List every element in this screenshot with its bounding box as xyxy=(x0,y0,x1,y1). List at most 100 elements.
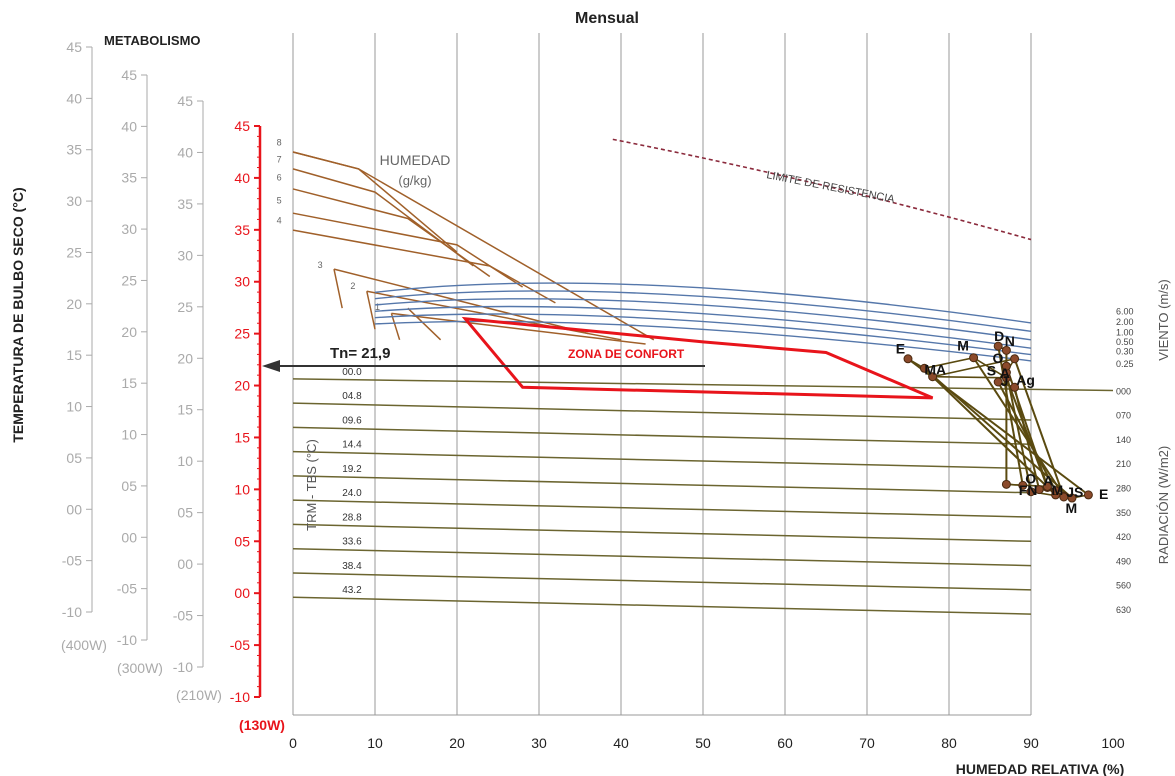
metabolism-tick-label: 10 xyxy=(234,481,250,497)
metabolism-tick-label: 35 xyxy=(177,196,193,212)
humidity-hook xyxy=(407,307,442,341)
month-label: D xyxy=(994,328,1004,344)
metabolism-tick-label: -10 xyxy=(230,689,250,705)
month-point-min xyxy=(1083,490,1093,500)
metabolism-tick-label: -10 xyxy=(117,632,137,648)
x-tick-label: 90 xyxy=(1023,735,1039,751)
metabolism-tick-label: 40 xyxy=(121,118,137,134)
x-tick-label: 50 xyxy=(695,735,711,751)
metabolism-scale-label: (300W) xyxy=(117,660,163,676)
trm-line xyxy=(292,596,1032,615)
radiation-value-label: 490 xyxy=(1116,556,1131,566)
radiacion-label: RADIACIÓN (W/m2) xyxy=(1156,446,1171,564)
metabolism-tick-label: 05 xyxy=(177,505,193,521)
month-label: M xyxy=(957,337,969,353)
wind-curve xyxy=(374,282,1032,324)
metabolism-tick-label: -10 xyxy=(173,659,193,675)
grid xyxy=(292,33,1032,716)
month-label: O xyxy=(992,350,1003,366)
x-tick-label: 70 xyxy=(859,735,875,751)
metabolism-tick-label: 40 xyxy=(66,90,82,106)
humidity-hook xyxy=(390,313,401,341)
humidity-unit: (g/kg) xyxy=(398,173,431,188)
metabolism-tick-label: 30 xyxy=(121,221,137,237)
radiation-value-label: 420 xyxy=(1116,532,1131,542)
radiation-value-label: 140 xyxy=(1116,435,1131,445)
trm-value-label: 24.0 xyxy=(342,488,362,499)
metabolism-tick-label: 15 xyxy=(234,429,250,445)
metabolism-tick-label: 15 xyxy=(66,347,82,363)
metabolism-tick-label: 45 xyxy=(234,118,250,134)
wind-value-label: 6.00 xyxy=(1116,306,1134,316)
metabolism-tick-label: 20 xyxy=(121,324,137,340)
radiation-value-label: 560 xyxy=(1116,581,1131,591)
month-point-min xyxy=(1018,480,1028,490)
month-label: FN xyxy=(1019,482,1038,498)
x-tick-label: 0 xyxy=(289,735,297,751)
month-line xyxy=(1013,358,1065,498)
comfort-zone xyxy=(461,316,934,400)
metabolism-tick-label: 20 xyxy=(177,350,193,366)
trm-lines: 00.0 04.8 09.6 14.4 19.2 24.0 28.8 33.6 38.4 43.2… xyxy=(292,367,1131,615)
humidity-line-label: 3 xyxy=(318,260,323,270)
month-label: MA xyxy=(924,362,946,378)
x-tick-label: 60 xyxy=(777,735,793,751)
humidity-line xyxy=(292,212,524,288)
trm-line xyxy=(292,572,1032,591)
trm-line xyxy=(292,499,1032,518)
metabolism-scales: 45403530252015100500-05-10(400W)45403530… xyxy=(61,39,285,733)
humidity-lines: 8 7 6 5 4 3 2 1 xyxy=(277,137,655,345)
tn-label: Tn= 21,9 xyxy=(330,345,390,362)
metabolism-tick-label: -10 xyxy=(62,604,82,620)
metabolism-tick-label: 30 xyxy=(66,193,82,209)
metabolism-tick-label: -05 xyxy=(117,581,137,597)
x-axis-label: HUMEDAD RELATIVA (%) xyxy=(956,761,1125,776)
humidity-line-label: 4 xyxy=(277,216,282,226)
metabolism-tick-label: -05 xyxy=(173,608,193,624)
trm-line xyxy=(292,450,1032,470)
month-point-min xyxy=(1042,481,1052,491)
x-tick-label: 10 xyxy=(367,735,383,751)
month-label: M xyxy=(1065,500,1077,516)
month-label: N xyxy=(1005,333,1015,349)
month-label: A xyxy=(1000,365,1010,381)
trm-line xyxy=(292,523,1032,543)
month-point-max xyxy=(1001,345,1011,355)
month-point-max xyxy=(919,363,929,373)
humidity-line-label: 2 xyxy=(350,281,355,291)
metabolism-tick-label: 05 xyxy=(121,478,137,494)
month-point-max xyxy=(993,377,1003,387)
trm-line xyxy=(292,378,1114,392)
month-point-max xyxy=(1001,361,1011,371)
metabolism-tick-label: 00 xyxy=(177,556,193,572)
month-point-max xyxy=(928,372,938,382)
month-point-min xyxy=(1026,487,1036,497)
x-tick-label: 80 xyxy=(941,735,957,751)
humidity-line xyxy=(391,312,646,345)
metabolism-tick-label: 15 xyxy=(121,375,137,391)
trm-line xyxy=(292,547,1032,567)
month-line xyxy=(997,345,1024,486)
humidity-line xyxy=(292,188,491,278)
trm-value-label: 33.6 xyxy=(342,537,362,548)
month-label: M xyxy=(1052,482,1064,498)
month-label: E xyxy=(896,341,905,357)
metabolism-scale-label: (130W) xyxy=(239,717,285,733)
month-line xyxy=(1005,372,1032,492)
humidity-line xyxy=(333,268,589,335)
trm-value-label: 43.2 xyxy=(342,585,362,596)
metabolism-tick-label: 25 xyxy=(121,272,137,288)
x-tick-label: 100 xyxy=(1101,735,1125,751)
trm-value-label: 00.0 xyxy=(342,367,362,378)
metabolism-tick-label: -05 xyxy=(62,553,82,569)
trm-value-label: 04.8 xyxy=(342,391,362,402)
viento-label: VIENTO (m/s) xyxy=(1156,279,1171,360)
metabolism-tick-label: -05 xyxy=(230,637,250,653)
metabolism-tick-label: 15 xyxy=(177,402,193,418)
metabolism-tick-label: 35 xyxy=(66,142,82,158)
metabolism-tick-label: 35 xyxy=(234,222,250,238)
metabolism-tick-label: 30 xyxy=(177,247,193,263)
month-label: O xyxy=(1025,470,1036,486)
radiation-value-label: 000 xyxy=(1116,386,1131,396)
